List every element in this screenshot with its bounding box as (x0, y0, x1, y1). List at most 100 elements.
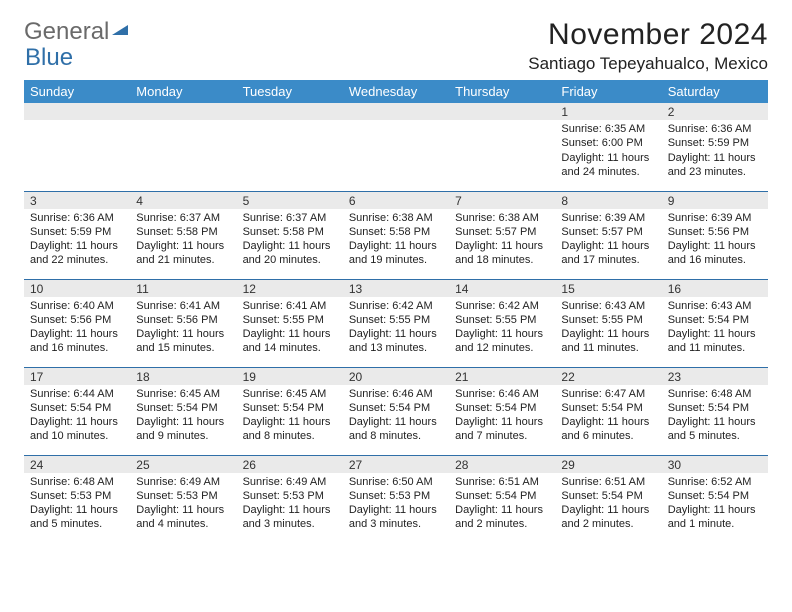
sunset-text: Sunset: 5:57 PM (561, 225, 655, 239)
calendar-page: General November 2024 Santiago Tepeyahua… (0, 0, 792, 543)
calendar-cell: 10Sunrise: 6:40 AMSunset: 5:56 PMDayligh… (24, 279, 130, 367)
daylight-text: Daylight: 11 hours and 10 minutes. (30, 415, 124, 444)
sunrise-text: Sunrise: 6:35 AM (561, 122, 655, 136)
calendar-cell: 15Sunrise: 6:43 AMSunset: 5:55 PMDayligh… (555, 279, 661, 367)
sunset-text: Sunset: 5:53 PM (30, 489, 124, 503)
day-number: 26 (237, 456, 343, 473)
sunrise-text: Sunrise: 6:45 AM (136, 387, 230, 401)
calendar-cell: 4Sunrise: 6:37 AMSunset: 5:58 PMDaylight… (130, 191, 236, 279)
sunrise-text: Sunrise: 6:40 AM (30, 299, 124, 313)
calendar-cell: 26Sunrise: 6:49 AMSunset: 5:53 PMDayligh… (237, 455, 343, 543)
daylight-text: Daylight: 11 hours and 21 minutes. (136, 239, 230, 268)
sunrise-text: Sunrise: 6:46 AM (349, 387, 443, 401)
day-content: Sunrise: 6:49 AMSunset: 5:53 PMDaylight:… (237, 473, 343, 536)
day-content: Sunrise: 6:50 AMSunset: 5:53 PMDaylight:… (343, 473, 449, 536)
day-number: 17 (24, 368, 130, 385)
day-content: Sunrise: 6:44 AMSunset: 5:54 PMDaylight:… (24, 385, 130, 448)
day-content: Sunrise: 6:43 AMSunset: 5:55 PMDaylight:… (555, 297, 661, 360)
day-number (130, 103, 236, 120)
daylight-text: Daylight: 11 hours and 3 minutes. (243, 503, 337, 532)
calendar-body: 1 Sunrise: 6:35 AMSunset: 6:00 PM Daylight… (24, 103, 768, 543)
day-number: 23 (662, 368, 768, 385)
sunrise-text: Sunrise: 6:48 AM (668, 387, 762, 401)
sunset-text: Sunset: 5:59 PM (668, 136, 762, 150)
sunset-text: Sunset: 5:54 PM (349, 401, 443, 415)
sunset-text: Sunset: 5:54 PM (136, 401, 230, 415)
daylight-text: Daylight: 11 hours and 7 minutes. (455, 415, 549, 444)
location-label: Santiago Tepeyahualco, Mexico (528, 54, 768, 74)
day-number: 16 (662, 280, 768, 297)
sunset-text: Sunset: 6:00 PM (561, 136, 655, 150)
day-number: 1 (555, 103, 661, 120)
day-content: Sunrise: 6:42 AMSunset: 5:55 PMDaylight:… (343, 297, 449, 360)
calendar-cell: 29Sunrise: 6:51 AMSunset: 5:54 PMDayligh… (555, 455, 661, 543)
calendar-cell: 21Sunrise: 6:46 AMSunset: 5:54 PMDayligh… (449, 367, 555, 455)
calendar-cell: 20Sunrise: 6:46 AMSunset: 5:54 PMDayligh… (343, 367, 449, 455)
title-block: November 2024 Santiago Tepeyahualco, Mex… (528, 18, 768, 74)
sunset-text: Sunset: 5:55 PM (349, 313, 443, 327)
page-header: General November 2024 Santiago Tepeyahua… (24, 18, 768, 74)
daylight-text: Daylight: 11 hours and 16 minutes. (30, 327, 124, 356)
day-content: Sunrise: 6:38 AMSunset: 5:57 PMDaylight:… (449, 209, 555, 272)
calendar-cell: 18Sunrise: 6:45 AMSunset: 5:54 PMDayligh… (130, 367, 236, 455)
calendar-cell: 11Sunrise: 6:41 AMSunset: 5:56 PMDayligh… (130, 279, 236, 367)
day-number (24, 103, 130, 120)
sunset-text: Sunset: 5:54 PM (668, 313, 762, 327)
sunrise-text: Sunrise: 6:50 AM (349, 475, 443, 489)
day-content: Sunrise: 6:37 AMSunset: 5:58 PMDaylight:… (237, 209, 343, 272)
daylight-text: Daylight: 11 hours and 18 minutes. (455, 239, 549, 268)
calendar-cell (343, 103, 449, 191)
day-number: 28 (449, 456, 555, 473)
day-content: Sunrise: 6:43 AMSunset: 5:54 PMDaylight:… (662, 297, 768, 360)
sunrise-text: Sunrise: 6:46 AM (455, 387, 549, 401)
calendar-week-row: 10Sunrise: 6:40 AMSunset: 5:56 PMDayligh… (24, 279, 768, 367)
day-number: 19 (237, 368, 343, 385)
sunset-text: Sunset: 5:58 PM (349, 225, 443, 239)
daylight-text: Daylight: 11 hours and 5 minutes. (668, 415, 762, 444)
sunset-text: Sunset: 5:54 PM (561, 489, 655, 503)
day-content: Sunrise: 6:38 AMSunset: 5:58 PMDaylight:… (343, 209, 449, 272)
sunset-text: Sunset: 5:54 PM (561, 401, 655, 415)
sunset-text: Sunset: 5:54 PM (30, 401, 124, 415)
daylight-text: Daylight: 11 hours and 14 minutes. (243, 327, 337, 356)
sunset-text: Sunset: 5:55 PM (455, 313, 549, 327)
calendar-cell: 7Sunrise: 6:38 AMSunset: 5:57 PMDaylight… (449, 191, 555, 279)
logo: General (24, 18, 128, 46)
day-number: 15 (555, 280, 661, 297)
sunset-text: Sunset: 5:58 PM (136, 225, 230, 239)
sunrise-text: Sunrise: 6:38 AM (455, 211, 549, 225)
sunrise-text: Sunrise: 6:42 AM (455, 299, 549, 313)
daylight-text: Daylight: 11 hours and 23 minutes. (668, 151, 762, 180)
day-number: 11 (130, 280, 236, 297)
day-content: Sunrise: 6:45 AMSunset: 5:54 PMDaylight:… (130, 385, 236, 448)
day-header: Saturday (662, 80, 768, 103)
daylight-text: Daylight: 11 hours and 5 minutes. (30, 503, 124, 532)
logo-triangle-icon (112, 25, 128, 35)
day-content (449, 120, 555, 126)
day-number: 22 (555, 368, 661, 385)
sunrise-text: Sunrise: 6:37 AM (136, 211, 230, 225)
day-header: Friday (555, 80, 661, 103)
sunrise-text: Sunrise: 6:39 AM (561, 211, 655, 225)
day-content: Sunrise: 6:48 AMSunset: 5:53 PMDaylight:… (24, 473, 130, 536)
calendar-cell (130, 103, 236, 191)
day-content: Sunrise: 6:41 AMSunset: 5:55 PMDaylight:… (237, 297, 343, 360)
daylight-text: Daylight: 11 hours and 22 minutes. (30, 239, 124, 268)
sunrise-text: Sunrise: 6:36 AM (668, 122, 762, 136)
calendar-cell: 22Sunrise: 6:47 AMSunset: 5:54 PMDayligh… (555, 367, 661, 455)
day-number: 3 (24, 192, 130, 209)
sunset-text: Sunset: 5:53 PM (349, 489, 443, 503)
day-number: 24 (24, 456, 130, 473)
day-header-row: Sunday Monday Tuesday Wednesday Thursday… (24, 80, 768, 103)
sunrise-text: Sunrise: 6:49 AM (243, 475, 337, 489)
calendar-week-row: 24Sunrise: 6:48 AMSunset: 5:53 PMDayligh… (24, 455, 768, 543)
day-content (24, 120, 130, 126)
daylight-text: Daylight: 11 hours and 13 minutes. (349, 327, 443, 356)
sunset-text: Sunset: 5:54 PM (668, 489, 762, 503)
sunrise-text: Sunrise: 6:36 AM (30, 211, 124, 225)
day-number (343, 103, 449, 120)
sunrise-text: Sunrise: 6:47 AM (561, 387, 655, 401)
calendar-cell: 8Sunrise: 6:39 AMSunset: 5:57 PMDaylight… (555, 191, 661, 279)
day-number: 30 (662, 456, 768, 473)
sunrise-text: Sunrise: 6:39 AM (668, 211, 762, 225)
